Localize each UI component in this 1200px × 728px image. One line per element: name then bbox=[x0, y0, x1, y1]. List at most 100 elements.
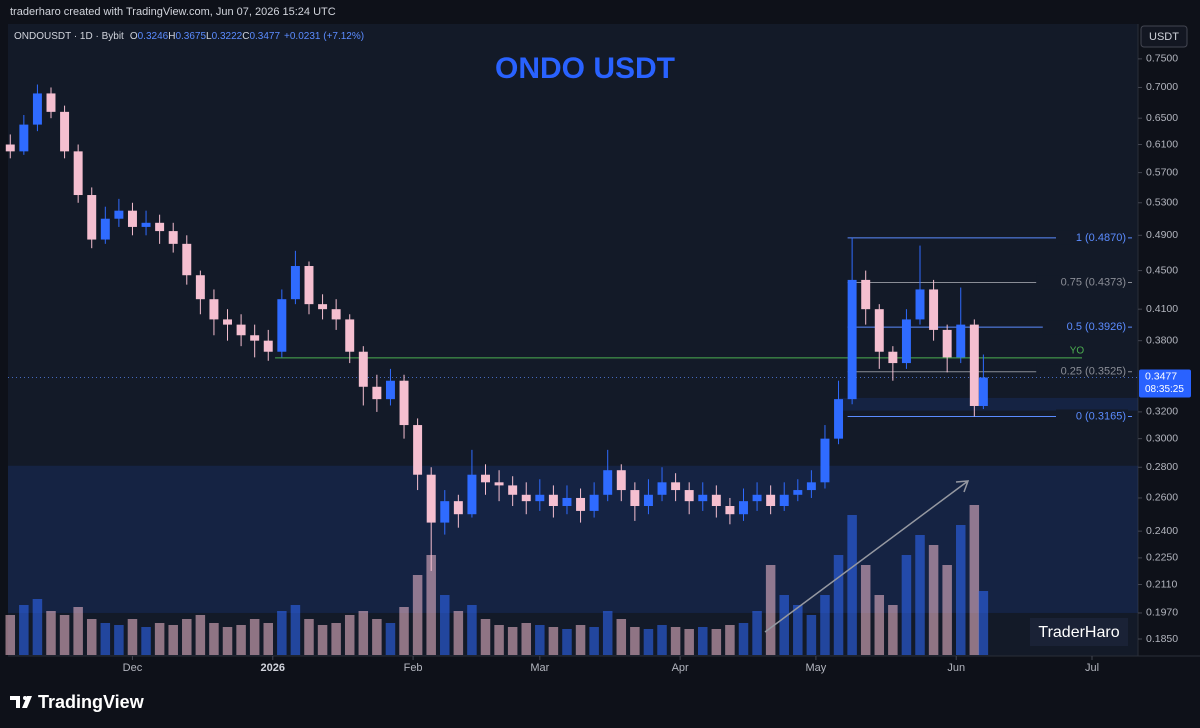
candle-body bbox=[413, 425, 423, 475]
zone bbox=[838, 397, 1138, 411]
fib-label-bg bbox=[1036, 275, 1128, 290]
x-tick-label: May bbox=[806, 662, 827, 674]
volume-bar bbox=[426, 555, 436, 655]
candle-body bbox=[535, 494, 545, 502]
legend: ONDOUSDT · 1D · Bybit O0.3246H0.3675L0.32… bbox=[14, 31, 364, 42]
candle-body bbox=[901, 319, 911, 364]
candle-body bbox=[834, 399, 844, 439]
candle-body bbox=[684, 490, 694, 502]
volume-bar bbox=[249, 619, 260, 655]
candle-body bbox=[467, 474, 477, 515]
volume-bar bbox=[222, 627, 233, 655]
volume-bar bbox=[304, 619, 314, 655]
candle-body bbox=[942, 329, 952, 358]
volume-bar bbox=[630, 627, 640, 655]
fib-label: 0 (0.3165) bbox=[1076, 410, 1126, 422]
legend-key: H bbox=[168, 31, 175, 42]
currency-button[interactable] bbox=[1140, 25, 1188, 48]
price-tag-label: 0.3477 bbox=[1145, 370, 1177, 382]
y-tick-label: 0.4500 bbox=[1146, 264, 1178, 276]
candle-body bbox=[494, 482, 504, 486]
candle-body bbox=[331, 309, 341, 320]
zone bbox=[8, 465, 1138, 613]
volume-bar bbox=[725, 625, 735, 655]
candle-body bbox=[548, 494, 558, 507]
volume-bar bbox=[100, 623, 111, 655]
candle-body bbox=[630, 490, 640, 507]
volume-bar bbox=[154, 623, 165, 655]
volume-bar bbox=[888, 605, 898, 655]
y-tick-label: 0.4900 bbox=[1146, 229, 1178, 241]
level-label: YO bbox=[1070, 346, 1085, 357]
volume-bar bbox=[928, 545, 939, 655]
legend-value: 0.3222 bbox=[212, 31, 243, 42]
candle-body bbox=[236, 324, 246, 336]
candle-body bbox=[969, 324, 979, 406]
volume-bar bbox=[643, 629, 654, 655]
volume-bar bbox=[562, 629, 572, 655]
volume-bar bbox=[86, 619, 97, 655]
candle-body bbox=[725, 506, 735, 515]
volume-bar bbox=[915, 535, 925, 655]
currency-button-label[interactable]: USDT bbox=[1149, 31, 1179, 43]
volume-bar bbox=[385, 623, 396, 655]
fib-label: 0.5 (0.3926) bbox=[1067, 321, 1126, 333]
y-tick-label: 0.1850 bbox=[1146, 633, 1178, 645]
candle-body bbox=[290, 266, 300, 300]
trend-arrow bbox=[764, 480, 970, 633]
candle-body bbox=[752, 494, 762, 502]
candle-body bbox=[318, 304, 328, 310]
candle-body bbox=[209, 299, 219, 320]
volume-bar bbox=[59, 615, 70, 655]
candle-body bbox=[847, 279, 857, 400]
candle-body bbox=[806, 482, 816, 491]
volume-bar bbox=[440, 595, 450, 655]
fib-label-bg bbox=[1056, 230, 1128, 245]
y-tick-label: 0.3000 bbox=[1146, 432, 1178, 444]
fib-label: 0.75 (0.4373) bbox=[1061, 276, 1126, 288]
candle-body bbox=[589, 494, 599, 511]
candle-body bbox=[861, 279, 871, 310]
volume-bar bbox=[290, 605, 301, 655]
candle-body bbox=[657, 482, 667, 495]
legend-value: 0.3675 bbox=[175, 31, 206, 42]
y-tick-label: 0.4100 bbox=[1146, 303, 1178, 315]
y-tick-label: 0.5700 bbox=[1146, 166, 1178, 178]
candle-body bbox=[616, 470, 626, 491]
legend-line: ONDOUSDT · 1D · Bybit O0.3246H0.3675L0.32… bbox=[14, 31, 364, 42]
volume-bar bbox=[236, 625, 246, 655]
volume-bar bbox=[738, 623, 749, 655]
candle-body bbox=[915, 289, 925, 320]
volume-bar bbox=[657, 625, 667, 655]
candle-body bbox=[453, 501, 463, 515]
candle-body bbox=[399, 380, 409, 426]
y-tick-label: 0.5300 bbox=[1146, 197, 1178, 209]
legend-change: +0.0231 (+7.12%) bbox=[284, 31, 364, 42]
volume-bar bbox=[5, 615, 16, 655]
volume-bar bbox=[806, 615, 817, 655]
fib-label-bg bbox=[1056, 409, 1128, 424]
y-tick-label: 0.7500 bbox=[1146, 53, 1178, 65]
chart-title: ONDO USDT bbox=[495, 52, 675, 85]
volume-bar bbox=[765, 565, 776, 655]
volume-bar bbox=[847, 515, 857, 655]
candle-body bbox=[820, 438, 830, 483]
candle-body bbox=[698, 494, 708, 502]
brand: TradingView bbox=[38, 692, 145, 712]
fib-label-bg bbox=[1042, 320, 1128, 335]
candle-body bbox=[508, 485, 518, 495]
volume-bar bbox=[317, 625, 328, 655]
volume-bar bbox=[372, 619, 382, 655]
candle-body bbox=[168, 231, 178, 244]
candle-body bbox=[141, 222, 151, 227]
candle-body bbox=[793, 490, 803, 495]
candle-body bbox=[19, 124, 29, 152]
volume-bar bbox=[494, 625, 504, 655]
arrow-head bbox=[955, 480, 970, 493]
candle-body bbox=[155, 222, 165, 232]
volume-bar bbox=[860, 565, 871, 655]
volume-bar bbox=[182, 619, 192, 655]
arrow-line bbox=[764, 480, 969, 633]
volume-bar bbox=[602, 611, 613, 655]
